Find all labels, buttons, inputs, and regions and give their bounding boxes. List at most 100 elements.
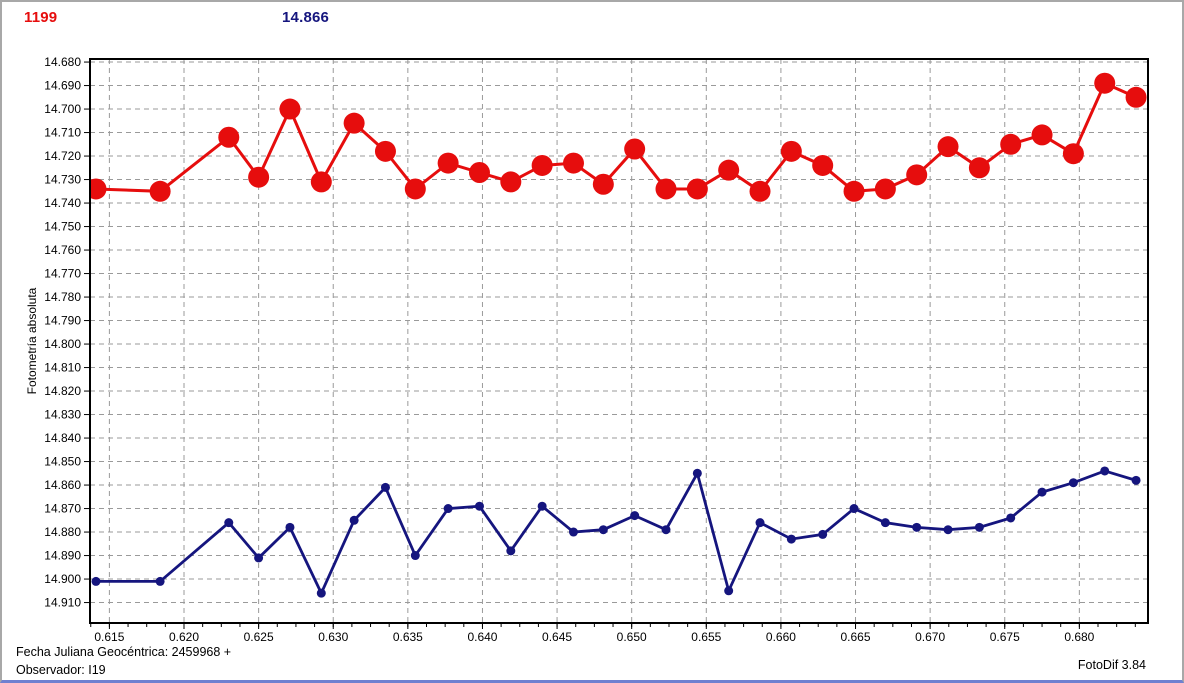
red-photometry-marker [248,166,270,188]
blue-photometry-marker [1131,475,1141,485]
blue-photometry-marker [943,525,953,535]
red-photometry-marker [279,98,301,120]
svg-text:0.635: 0.635 [393,630,423,644]
svg-text:0.630: 0.630 [318,630,348,644]
red-photometry-marker [90,178,107,200]
axis-ticks [84,61,1136,629]
svg-text:14.720: 14.720 [44,149,81,163]
blue-photometry-marker [410,551,420,561]
blue-photometry-marker [880,518,890,528]
blue-photometry-marker [349,515,359,525]
red-photometry-marker [374,140,396,162]
blue-photometry-marker [155,576,165,586]
red-photometry-marker [1000,133,1022,155]
red-photometry-marker [1125,86,1147,108]
blue-photometry-marker [661,525,671,535]
red-photometry-marker [968,157,990,179]
blue-photometry-marker [285,522,295,532]
red-photometry-marker [686,178,708,200]
red-photometry-marker [780,140,802,162]
svg-text:14.850: 14.850 [44,455,81,469]
blue-photometry-marker [818,529,828,539]
julian-date-label: Fecha Juliana Geocéntrica: 2459968 + [16,645,232,659]
red-photometry-marker [343,112,365,134]
svg-text:14.700: 14.700 [44,102,81,116]
blue-photometry-marker [568,527,578,537]
red-photometry-series [90,72,1147,202]
object-number: 1199 [24,9,58,26]
svg-text:14.910: 14.910 [44,596,81,610]
svg-text:14.820: 14.820 [44,384,81,398]
red-photometry-marker [500,171,522,193]
blue-photometry-marker [443,504,453,514]
gridlines [90,59,1148,623]
svg-text:0.615: 0.615 [94,630,124,644]
blue-photometry-marker [786,534,796,544]
blue-photometry-marker [692,468,702,478]
svg-text:0.640: 0.640 [467,630,497,644]
red-photometry-marker [592,173,614,195]
blue-photometry-marker [1068,478,1078,488]
blue-photometry-marker [537,501,547,511]
svg-text:0.660: 0.660 [766,630,796,644]
blue-photometry-marker [1037,487,1047,497]
svg-text:14.750: 14.750 [44,220,81,234]
red-photometry-marker [310,171,332,193]
red-photometry-marker [624,138,646,160]
red-photometry-marker [874,178,896,200]
svg-text:14.740: 14.740 [44,196,81,210]
svg-text:0.655: 0.655 [691,630,721,644]
blue-photometry-marker [630,511,640,521]
app-version-label: FotoDif 3.84 [1077,658,1146,672]
svg-text:0.645: 0.645 [542,630,572,644]
red-photometry-marker [937,136,959,158]
svg-text:0.625: 0.625 [244,630,274,644]
blue-photometry-series [91,466,1141,598]
red-photometry-marker [1031,124,1053,146]
red-photometry-marker [218,126,240,148]
svg-text:14.730: 14.730 [44,173,81,187]
red-photometry-marker [1094,72,1116,94]
mean-magnitude-value: 14.866 [282,9,330,26]
red-photometry-marker [749,180,771,202]
svg-text:14.800: 14.800 [44,337,81,351]
svg-text:14.830: 14.830 [44,408,81,422]
red-photometry-marker [468,162,490,184]
svg-text:14.880: 14.880 [44,525,81,539]
blue-photometry-marker [912,522,922,532]
blue-photometry-marker [755,518,765,528]
blue-photometry-marker [1006,513,1016,523]
svg-text:14.790: 14.790 [44,314,81,328]
svg-text:14.710: 14.710 [44,126,81,140]
svg-text:0.620: 0.620 [169,630,199,644]
red-photometry-marker [812,154,834,176]
svg-text:14.690: 14.690 [44,79,81,93]
blue-photometry-marker [380,482,390,492]
red-photometry-marker [906,164,928,186]
y-tick-labels: 14.680 14.690 14.700 14.710 14.720 14.730 14.7… [44,55,81,610]
svg-text:14.760: 14.760 [44,243,81,257]
blue-photometry-marker [254,553,264,563]
blue-photometry-marker [224,518,234,528]
observer-label: Observador: I19 [16,663,106,677]
svg-text:14.810: 14.810 [44,361,81,375]
red-photometry-marker [655,178,677,200]
blue-photometry-marker [316,588,326,598]
red-photometry-marker [149,180,171,202]
red-photometry-marker [531,154,553,176]
svg-text:14.770: 14.770 [44,267,81,281]
svg-text:14.890: 14.890 [44,549,81,563]
svg-text:0.680: 0.680 [1064,630,1094,644]
svg-text:14.840: 14.840 [44,431,81,445]
svg-text:14.680: 14.680 [44,55,81,69]
x-tick-labels: 0.615 0.620 0.625 0.630 0.635 0.640 0.645 0.650… [94,630,1094,644]
red-photometry-marker [843,180,865,202]
blue-photometry-marker [849,504,859,514]
red-photometry-marker [718,159,740,181]
blue-photometry-line [95,469,1137,597]
svg-text:14.870: 14.870 [44,502,81,516]
blue-photometry-marker [474,501,484,511]
svg-text:14.780: 14.780 [44,290,81,304]
red-photometry-marker [437,152,459,174]
